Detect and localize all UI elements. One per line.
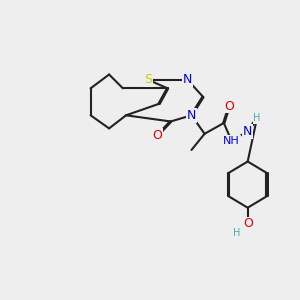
- Text: NH: NH: [223, 136, 240, 146]
- Text: H: H: [253, 113, 261, 123]
- Text: N: N: [187, 109, 196, 122]
- Text: N: N: [183, 74, 192, 86]
- Text: S: S: [144, 74, 152, 86]
- Text: H: H: [233, 228, 241, 238]
- Text: N: N: [243, 125, 252, 138]
- Text: O: O: [224, 100, 234, 112]
- Text: O: O: [153, 129, 163, 142]
- Text: O: O: [243, 218, 253, 230]
